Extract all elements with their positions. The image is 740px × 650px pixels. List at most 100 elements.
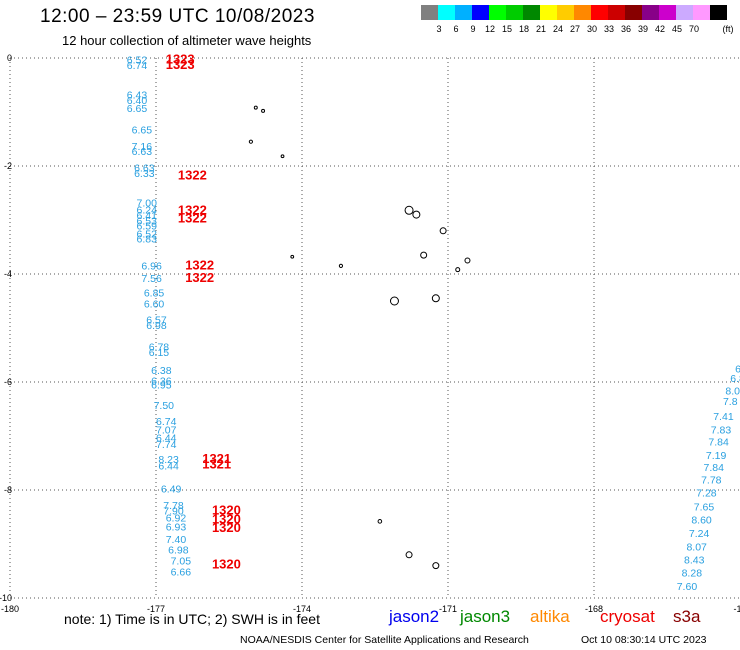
colorbar-label: 12	[484, 24, 496, 34]
time-label: 1322	[178, 203, 207, 218]
colorbar-label: 3	[436, 24, 442, 34]
x-tick-label: -174	[293, 604, 311, 614]
colorbar-label: 36	[620, 24, 632, 34]
colorbar-swatch	[693, 5, 710, 20]
x-tick-label: -16	[733, 604, 740, 614]
island-outline	[464, 257, 471, 264]
island-outline	[377, 519, 383, 524]
swh-value: 6.66	[171, 566, 192, 578]
colorbar-swatch	[591, 5, 608, 20]
satellite-name-cryosat: cryosat	[600, 607, 655, 626]
swh-value: 6.98	[146, 320, 167, 332]
swh-value: 6.74	[156, 416, 177, 428]
swh-value: 8.0	[725, 385, 740, 397]
y-tick-label: -6	[4, 377, 12, 387]
swh-value: 6.93	[166, 522, 187, 534]
swh-value: 6.44	[158, 460, 179, 472]
swh-value: 7.41	[713, 411, 734, 423]
swh-value: 7.78	[163, 500, 184, 512]
swh-value: 7.19	[706, 450, 727, 462]
island-outline	[404, 205, 414, 215]
swh-value: 7.84	[704, 462, 725, 474]
swh-value: 7.60	[677, 581, 698, 593]
swh-value: 6.36	[151, 376, 172, 388]
swh-value: 6.52	[137, 228, 158, 240]
time-label: 1323	[166, 57, 195, 72]
swh-value: 7.07	[156, 424, 177, 436]
swh-value: 6.96	[141, 261, 162, 273]
island-outline	[389, 296, 399, 306]
colorbar-swatch	[574, 5, 591, 20]
time-label: 1322	[185, 258, 214, 273]
island-outline	[420, 251, 428, 259]
time-label: 1320	[212, 520, 241, 535]
generated-timestamp: Oct 10 08:30:14 UTC 2023	[581, 634, 707, 646]
colorbar-label: 9	[470, 24, 476, 34]
swh-track-right: 67776.6.88.07.87.417.837.847.197.847.787…	[677, 363, 740, 593]
swh-value: 7.90	[163, 505, 184, 517]
time-label: 1322	[178, 168, 207, 183]
colorbar-swatch	[489, 5, 506, 20]
swh-value: 6.95	[151, 379, 172, 391]
swh-value: 6.59	[137, 221, 158, 233]
colorbar-label: 33	[603, 24, 615, 34]
colorbar-swatch	[506, 5, 523, 20]
page-title: 12:00 – 23:59 UTC 10/08/2023	[40, 6, 315, 27]
colorbar-swatch	[608, 5, 625, 20]
colorbar-swatch	[676, 5, 693, 20]
island-outline	[253, 105, 258, 110]
swh-value: 6.40	[127, 95, 148, 107]
colorbar-swatch	[421, 5, 438, 20]
x-tick-label: -168	[585, 604, 603, 614]
swh-value: 7.24	[689, 528, 710, 540]
y-tick-label: -2	[4, 161, 12, 171]
footer-note: note: 1) Time is in UTC; 2) SWH is in fe…	[64, 611, 320, 627]
colorbar-label: 21	[535, 24, 547, 34]
time-labels-left: 1323132313221322132213221322132113211320…	[166, 51, 241, 571]
colorbar-swatch	[540, 5, 557, 20]
time-label: 1320	[212, 556, 241, 571]
satellite-name-jason3: jason3	[460, 607, 511, 626]
colorbar-swatch	[642, 5, 659, 20]
time-label: 1320	[212, 502, 241, 517]
colorbar-label: 18	[518, 24, 530, 34]
island-outline	[248, 139, 253, 144]
island-outline	[338, 263, 344, 268]
island-outline	[405, 551, 413, 559]
swh-value: 7.00	[137, 198, 158, 210]
swh-value: 6.60	[144, 298, 165, 310]
swh-value: 8.28	[682, 567, 703, 579]
satellite-name-s3a: s3a	[673, 607, 701, 626]
swh-value: 6.57	[146, 315, 167, 327]
swh-value: 7.56	[141, 273, 162, 285]
swh-value: 6.52	[127, 54, 148, 66]
swh-value: 8.07	[686, 541, 707, 553]
swh-value: 7.78	[701, 475, 722, 487]
swh-value: 6.	[735, 363, 740, 375]
swh-value: 6.92	[166, 512, 187, 524]
swh-value: 6.78	[149, 342, 170, 354]
colorbar-swatch	[523, 5, 540, 20]
colorbar-label: 15	[501, 24, 513, 34]
swh-value: 6.65	[127, 103, 148, 115]
colorbar-swatch	[455, 5, 472, 20]
time-label: 1321	[202, 451, 231, 466]
swh-value: 6.33	[134, 168, 155, 180]
axis-ticks: -180 -177 -174 -171 -168 -16 0 -2 -4 -6 -8 -10	[0, 53, 740, 614]
page-subtitle: 12 hour collection of altimeter wave hei…	[62, 33, 312, 48]
swh-value: 6.65	[132, 125, 153, 137]
swh-value: 7.83	[711, 424, 732, 436]
colorbar-swatch	[659, 5, 676, 20]
y-tick-label: 0	[7, 53, 12, 63]
colorbar-swatch	[472, 5, 489, 20]
swh-track-left: 6.526.746.436.406.656.657.166.636.636.33…	[127, 54, 191, 578]
map-grid	[9, 57, 740, 599]
island-outline	[439, 227, 447, 235]
swh-value: 7.8	[723, 396, 738, 408]
island-outline	[261, 108, 266, 113]
swh-value: 7.40	[166, 534, 187, 546]
colorbar-label: 70	[688, 24, 700, 34]
x-tick-label: -171	[439, 604, 457, 614]
time-label: 1321	[202, 456, 231, 471]
time-label: 1322	[178, 211, 207, 226]
